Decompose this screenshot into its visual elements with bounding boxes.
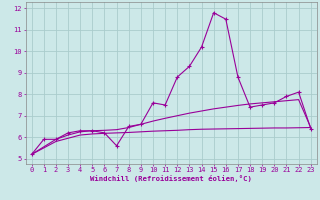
X-axis label: Windchill (Refroidissement éolien,°C): Windchill (Refroidissement éolien,°C) — [90, 175, 252, 182]
